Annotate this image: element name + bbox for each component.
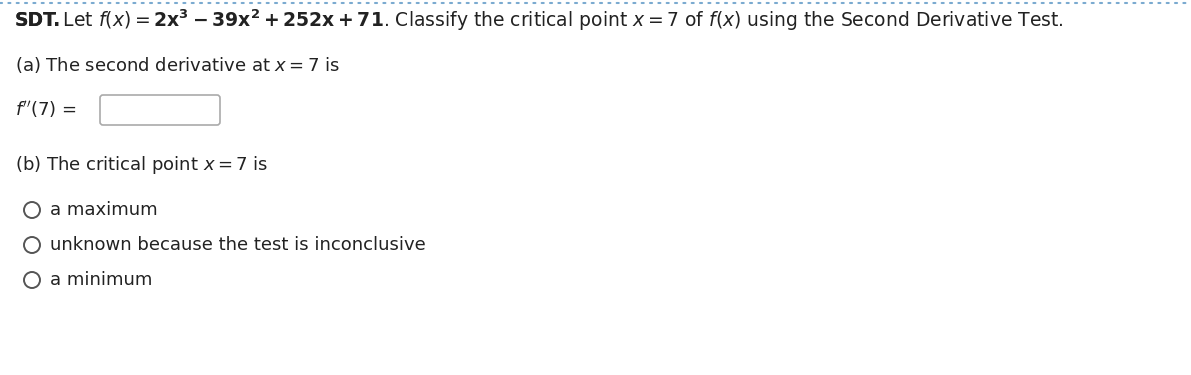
Text: a maximum: a maximum [50,201,157,219]
Text: a minimum: a minimum [50,271,152,289]
Text: Let $f(x) = \mathbf{2x^3 - 39x^2 + 252x + 71}$. Classify the critical point $x =: Let $f(x) = \mathbf{2x^3 - 39x^2 + 252x … [57,7,1064,33]
Text: $f''(7)$ =: $f''(7)$ = [15,99,76,120]
Text: SDT.: SDT. [15,10,61,30]
Text: (b) The critical point $x = 7$ is: (b) The critical point $x = 7$ is [15,154,268,176]
Text: (a) The second derivative at $x = 7$ is: (a) The second derivative at $x = 7$ is [15,55,341,75]
Text: SDT.: SDT. [15,10,61,30]
Circle shape [24,202,40,218]
Circle shape [24,272,40,288]
Text: unknown because the test is inconclusive: unknown because the test is inconclusive [50,236,425,254]
FancyBboxPatch shape [100,95,220,125]
Circle shape [24,237,40,253]
